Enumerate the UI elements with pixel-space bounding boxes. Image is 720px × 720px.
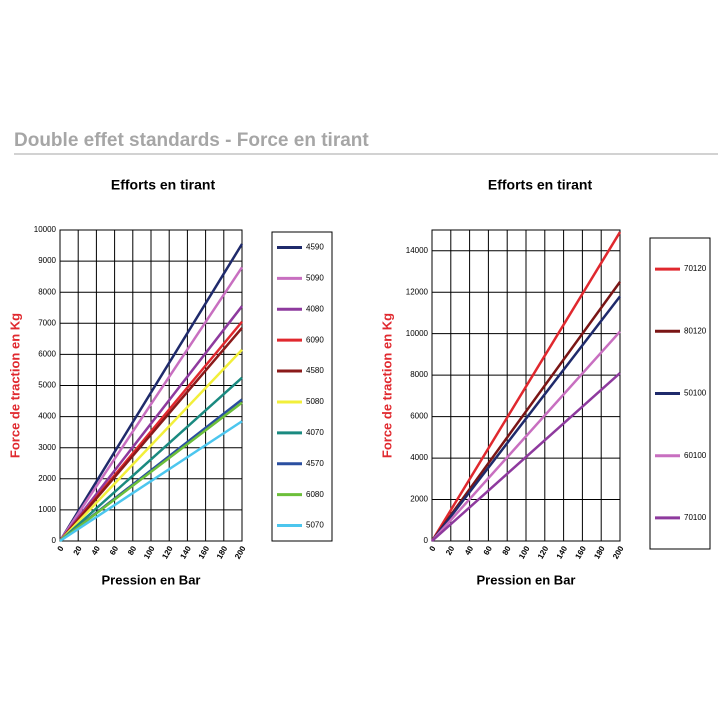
- series-line: [58, 243, 244, 542]
- y-tick-label: 12000: [406, 287, 429, 296]
- series-line: [430, 231, 622, 542]
- series-line: [431, 330, 621, 542]
- legend-box: [271, 231, 333, 542]
- x-tick-label: 100: [142, 544, 157, 561]
- y-tick-label: 2000: [410, 495, 428, 504]
- series-line: [59, 420, 243, 543]
- x-tick-label: 80: [501, 544, 514, 557]
- y-tick-label: 0: [424, 536, 429, 545]
- x-tick-label: 120: [536, 544, 551, 561]
- x-axis-label: Pression en Bar: [102, 572, 201, 587]
- legend-label: 70100: [684, 513, 707, 522]
- x-tick-label: 40: [463, 544, 476, 557]
- y-tick-label: 4000: [38, 412, 56, 421]
- series-line: [431, 295, 621, 542]
- x-tick-label: 160: [573, 544, 588, 561]
- y-tick-label: 1000: [38, 505, 56, 514]
- y-tick-label: 3000: [38, 443, 56, 452]
- legend-label: 80120: [684, 326, 707, 335]
- series-line: [59, 327, 243, 542]
- x-tick-label: 60: [482, 544, 495, 557]
- legend-label: 5080: [306, 397, 324, 406]
- x-tick-label: 140: [555, 544, 570, 561]
- legend-label: 4570: [306, 459, 324, 468]
- legend-label: 50100: [684, 389, 707, 398]
- x-tick-label: 0: [56, 544, 66, 553]
- x-tick-label: 120: [160, 544, 175, 561]
- y-tick-label: 6000: [38, 350, 56, 359]
- series-line: [59, 376, 243, 542]
- y-tick-label: 14000: [406, 246, 429, 255]
- legend-label: 60100: [684, 451, 707, 460]
- series-line: [59, 348, 243, 542]
- x-tick-label: 100: [517, 544, 532, 561]
- y-tick-label: 9000: [38, 256, 56, 265]
- x-tick-label: 200: [233, 544, 248, 561]
- chart-title: Efforts en tirant: [488, 177, 593, 193]
- y-tick-label: 8000: [410, 370, 428, 379]
- y-tick-label: 4000: [410, 453, 428, 462]
- x-tick-label: 20: [72, 544, 85, 557]
- y-tick-label: 10000: [406, 329, 429, 338]
- y-tick-label: 2000: [38, 474, 56, 483]
- y-tick-label: 7000: [38, 318, 56, 327]
- x-tick-label: 180: [592, 544, 607, 561]
- x-tick-label: 0: [428, 544, 438, 553]
- series-line: [58, 266, 244, 542]
- legend-label: 4590: [306, 243, 324, 252]
- legend-label: 4580: [306, 366, 324, 375]
- x-tick-label: 60: [108, 544, 121, 557]
- chart-title: Efforts en tirant: [111, 177, 216, 193]
- legend-label: 4080: [306, 304, 324, 313]
- x-tick-label: 200: [611, 544, 626, 561]
- x-tick-label: 140: [178, 544, 193, 561]
- y-axis-label: Force de traction en Kg: [379, 313, 394, 458]
- y-tick-label: 5000: [38, 381, 56, 390]
- legend-label: 6080: [306, 490, 324, 499]
- x-axis-label: Pression en Bar: [477, 572, 576, 587]
- x-tick-label: 160: [197, 544, 212, 561]
- series-line: [431, 372, 621, 542]
- legend-label: 5070: [306, 521, 324, 530]
- series-line: [59, 305, 243, 542]
- x-tick-label: 180: [215, 544, 230, 561]
- legend-label: 70120: [684, 264, 707, 273]
- x-tick-label: 80: [126, 544, 139, 557]
- x-tick-label: 40: [90, 544, 103, 557]
- y-tick-label: 8000: [38, 287, 56, 296]
- y-tick-label: 0: [52, 536, 57, 545]
- legend-label: 5090: [306, 273, 324, 282]
- page-title: Double effet standards - Force en tirant: [14, 130, 369, 151]
- series-line: [430, 281, 622, 542]
- y-tick-label: 10000: [34, 225, 57, 234]
- x-tick-label: 20: [444, 544, 457, 557]
- series-line: [59, 401, 243, 542]
- legend-label: 6090: [306, 335, 324, 344]
- y-tick-label: 6000: [410, 412, 428, 421]
- legend-label: 4070: [306, 428, 324, 437]
- y-axis-label: Force de traction en Kg: [7, 313, 22, 458]
